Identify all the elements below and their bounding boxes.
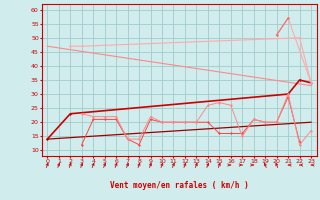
Text: Vent moyen/en rafales ( km/h ): Vent moyen/en rafales ( km/h )	[110, 180, 249, 190]
